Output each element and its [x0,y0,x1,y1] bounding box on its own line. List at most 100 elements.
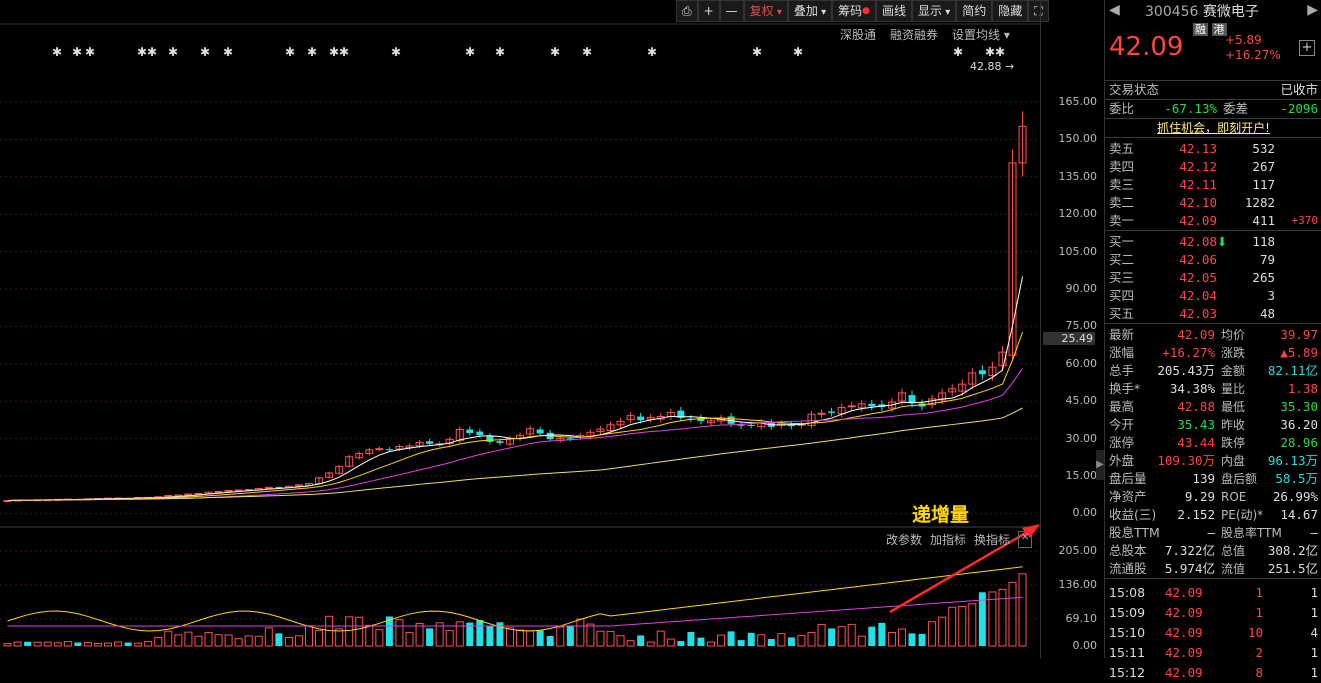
toolbar-button-9[interactable]: 隐藏 [992,0,1029,22]
stat-label: 最低 [1221,400,1246,414]
level-volume: 532 [1252,141,1275,156]
volume-bar-up [435,622,444,647]
candle-up [234,489,243,492]
add-watchlist-button[interactable]: + [1299,40,1315,56]
price-change-pct: +16.27% [1225,48,1281,62]
stat-value: 34.38% [1169,381,1215,396]
volume-bar-down [566,625,574,646]
stat-label: 流通股 [1109,561,1147,576]
event-star-icon: ✱ [168,45,178,59]
forward-icon[interactable]: ▶ [1307,2,1318,18]
tick-time: 15:08 [1109,585,1146,600]
annotation-arrow [889,525,1037,614]
toolbar-button-4[interactable]: 叠加 ▾ [787,0,833,22]
tick-price: 42.09 [1165,585,1203,600]
tick-row: 15:10 42.09 10 4 [1105,623,1321,643]
volume-bar-down [828,628,836,646]
sell-level-row[interactable]: 卖五 42.13 532 [1105,140,1321,158]
kline-svg[interactable]: ✱ ✱ ✱ ✱ ✱ ✱ ✱ ✱ ✱ ✱ ✱ ✱ ✱ ✱ ✱ ✱ ✱ ✱ ✱ ✱ ✱ ✱ ✱ [0,0,1040,658]
ma-settings-link[interactable]: 设置均线 ▾ [952,28,1010,42]
stat-value: — [1310,525,1318,540]
back-icon[interactable]: ◀ [1109,2,1120,18]
volume-bar-up [254,635,263,647]
toolbar-button-6[interactable]: 画线 [875,0,912,22]
margin-trading-link[interactable]: 融资融券 [890,28,939,42]
stat-row: 最高 42.88 最低 35.30 [1105,398,1321,416]
buy-level-row[interactable]: 买三 42.05 265 [1105,269,1321,287]
volume-bar-up [83,641,92,647]
volume-bar-up [928,621,937,647]
add-indicator-button[interactable]: 加指标 [930,533,967,547]
volume-bar-up [606,630,615,647]
stat-label: 盘后量 [1109,471,1147,486]
stat-value: 14.67 [1280,507,1318,522]
stat-value: 43.44 [1177,435,1215,450]
sell-level-row[interactable]: 卖二 42.10 1282 [1105,194,1321,212]
switch-indicator-button[interactable]: 换指标 [974,533,1011,547]
shengutong-link[interactable]: 深股通 [840,28,877,42]
stat-label: 最新 [1109,327,1135,342]
volume-bar-up [294,635,303,647]
volume-bar-down [697,637,705,646]
volume-bar-down [737,640,745,646]
change-params-button[interactable]: 改参数 [886,533,923,547]
promo-link[interactable]: 抓住机会，即刻开户! [1105,118,1321,137]
volume-bar-up [1018,573,1027,647]
volume-bar-up [777,633,786,647]
sell-level-row[interactable]: 卖一 42.09 411 +370 [1105,212,1321,230]
stat-row: 净资产 9.29 ROE 26.99% [1105,488,1321,506]
level-label: 卖三 [1109,177,1135,192]
weibi-row: 委比 -67.13% 委差 -2096 [1105,99,1321,118]
candle-down [868,403,876,407]
candle-up [646,416,655,420]
close-icon[interactable]: ✕ [1018,531,1033,548]
volume-bar-up [455,621,464,647]
volume-bar-up [365,624,374,647]
toolbar-button-5[interactable]: 筹码● [832,0,876,22]
stat-label: ROE [1221,490,1247,504]
level-volume: 79 [1259,252,1275,267]
buy-level-row[interactable]: 买四 42.04 3 [1105,287,1321,305]
toolbar-button-8[interactable]: 简约 [956,0,993,22]
event-star-icon: ✱ [953,45,963,59]
kline-chart-area[interactable]: ✱ ✱ ✱ ✱ ✱ ✱ ✱ ✱ ✱ ✱ ✱ ✱ ✱ ✱ ✱ ✱ ✱ ✱ ✱ ✱ ✱ ✱ ✱ ⎙ + — 复权 ▾ 叠加 ▾ 筹码● 画线… [0,0,1049,658]
panel-collapse-handle[interactable]: ▶ [1096,450,1104,480]
sell-level-row[interactable]: 卖四 42.12 267 [1105,158,1321,176]
volume-bar-up [1008,581,1017,647]
volume-bar-down [767,639,775,646]
level-label: 买二 [1109,252,1135,267]
buy-level-row[interactable]: 买一 42.08 ⬇ 118 [1105,233,1321,251]
stat-value: 42.09 [1177,327,1215,342]
toolbar-button-7[interactable]: 显示 ▾ [912,0,957,22]
event-star-icon: ✱ [647,45,657,59]
lock-icon[interactable]: ⎙ [676,0,698,22]
price-axis-tick: 45.00 [1065,394,1098,408]
toolbar-button-3[interactable]: 复权 ▾ [743,0,788,22]
candle-up [305,483,313,486]
level-change: +370 [1291,214,1319,227]
sell-level-row[interactable]: 卖三 42.11 117 [1105,176,1321,194]
fullscreen-icon[interactable]: ⛶ [1028,0,1049,22]
candle-up [837,407,846,415]
candle-down [978,370,986,375]
candle-up [335,466,344,474]
tick-row: 15:12 42.09 8 1 [1105,663,1321,683]
buy-level-row[interactable]: 买五 42.03 48 [1105,305,1321,323]
volume-bar-up [506,627,514,647]
candle-up [224,490,233,493]
price-axis-tick: 135.00 [1058,169,1098,183]
volume-bar-up [395,619,404,647]
volume-bar-up [335,628,344,647]
stat-row: 换手* 34.38% 量比 1.38 [1105,380,1321,398]
buy-level-row[interactable]: 买二 42.06 79 [1105,251,1321,269]
volume-bar-up [174,634,183,647]
candle-down [677,410,685,418]
candle-up [395,445,404,450]
candle-down [476,431,484,436]
stat-value: 7.322亿 [1164,543,1215,558]
toolbar-button-1[interactable]: + [697,0,720,22]
ma5-line [7,276,1024,502]
toolbar-button-2[interactable]: — [719,0,744,22]
candle-down [697,418,705,422]
volume-bar-up [797,635,806,647]
